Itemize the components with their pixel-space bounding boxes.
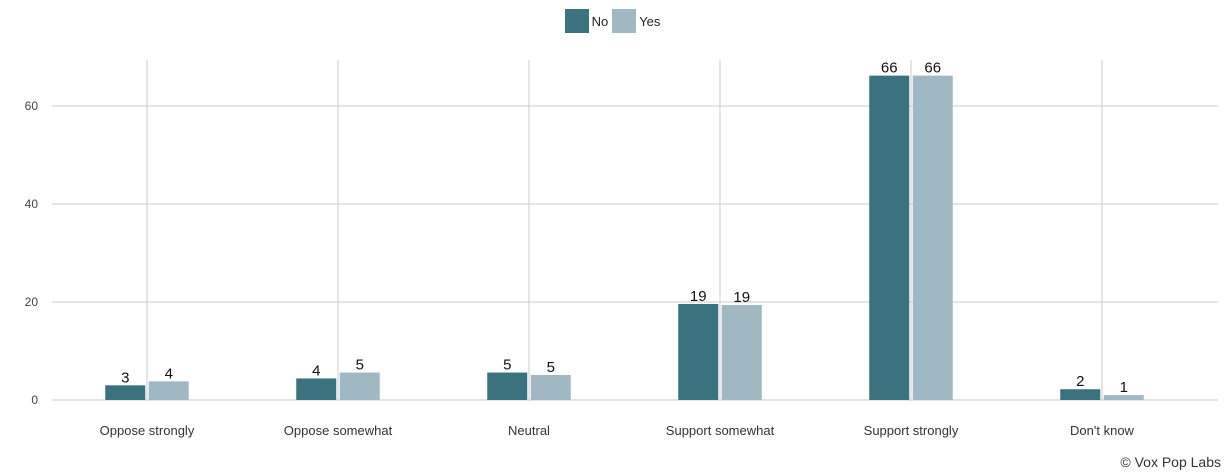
data-label: 5 bbox=[356, 357, 364, 374]
bar-yes bbox=[339, 372, 380, 400]
credit-text: © Vox Pop Labs bbox=[1120, 454, 1221, 470]
bar-no bbox=[869, 75, 910, 401]
legend-swatch-no bbox=[564, 9, 589, 33]
x-tick-label: Oppose strongly bbox=[100, 423, 195, 438]
data-label: 3 bbox=[121, 369, 129, 386]
x-tick-label: Support strongly bbox=[864, 423, 959, 438]
y-tick-label: 60 bbox=[25, 99, 39, 113]
data-label: 19 bbox=[690, 288, 707, 305]
data-label: 2 bbox=[1076, 373, 1084, 390]
bar-no bbox=[678, 303, 719, 400]
data-label: 4 bbox=[312, 362, 320, 379]
data-label: 5 bbox=[503, 357, 511, 374]
x-tick-label: Neutral bbox=[508, 423, 550, 438]
data-label: 66 bbox=[924, 60, 941, 77]
bar-yes bbox=[721, 304, 762, 400]
bar-no bbox=[296, 378, 337, 400]
bar-no bbox=[1060, 389, 1101, 400]
x-tick-label: Don't know bbox=[1070, 423, 1135, 438]
data-label: 66 bbox=[881, 60, 898, 77]
bar-no bbox=[487, 372, 528, 400]
y-tick-label: 40 bbox=[25, 197, 39, 211]
data-label: 4 bbox=[165, 365, 173, 382]
bar-no bbox=[105, 385, 146, 400]
data-label: 5 bbox=[547, 359, 555, 376]
y-tick-label: 0 bbox=[31, 393, 38, 407]
x-tick-label: Oppose somewhat bbox=[284, 423, 393, 438]
legend-item-no: No bbox=[564, 9, 609, 33]
bar-yes bbox=[1103, 395, 1144, 400]
bar-yes bbox=[148, 381, 189, 400]
legend-item-yes: Yes bbox=[612, 9, 660, 33]
legend-swatch-yes bbox=[612, 9, 637, 33]
data-label: 1 bbox=[1120, 379, 1128, 396]
legend-label-no: No bbox=[591, 13, 609, 29]
x-tick-label: Support somewhat bbox=[666, 423, 775, 438]
bar-yes bbox=[530, 375, 571, 400]
legend: No Yes bbox=[0, 9, 1225, 33]
y-tick-label: 20 bbox=[25, 295, 39, 309]
data-label: 19 bbox=[733, 289, 750, 306]
bar-yes bbox=[912, 75, 953, 401]
legend-label-yes: Yes bbox=[639, 13, 661, 29]
